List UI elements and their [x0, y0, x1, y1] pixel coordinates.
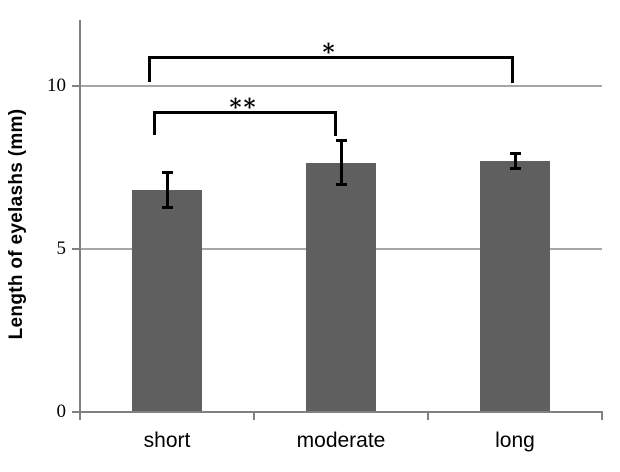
significance-bracket	[148, 56, 151, 82]
error-bar-cap	[509, 151, 521, 155]
axis-tick	[72, 411, 80, 413]
x-axis-line	[79, 411, 603, 413]
error-bar-stem	[513, 152, 517, 170]
bar	[306, 162, 376, 412]
bar	[132, 190, 202, 412]
y-tick-label: 5	[56, 238, 67, 259]
axis-tick	[253, 412, 255, 420]
significance-bracket	[334, 111, 337, 136]
y-axis-title: Length of eyelashs (mm)	[6, 108, 27, 340]
error-bar-cap	[509, 167, 521, 171]
category-label: moderate	[296, 429, 386, 452]
category-label: long	[495, 429, 535, 452]
error-bar-cap	[335, 183, 347, 187]
axis-tick	[72, 248, 80, 250]
significance-label: *	[322, 39, 337, 66]
bar	[480, 160, 550, 412]
significance-bracket	[511, 56, 514, 83]
category-label: short	[143, 429, 191, 452]
error-bar-cap	[161, 171, 173, 175]
y-axis-line	[79, 20, 81, 420]
error-bar-stem	[165, 172, 169, 209]
significance-label: **	[229, 94, 258, 121]
error-bar-stem	[339, 139, 343, 186]
significance-bracket	[148, 56, 514, 59]
significance-bracket	[153, 111, 156, 135]
error-bar-cap	[161, 206, 173, 210]
error-bar-cap	[335, 138, 347, 142]
significance-bracket	[153, 111, 337, 114]
axis-tick	[601, 412, 603, 420]
gridline	[80, 85, 602, 87]
y-tick-label: 10	[47, 75, 66, 96]
y-tick-label: 0	[56, 401, 67, 422]
axis-tick	[427, 412, 429, 420]
axis-tick	[72, 85, 80, 87]
